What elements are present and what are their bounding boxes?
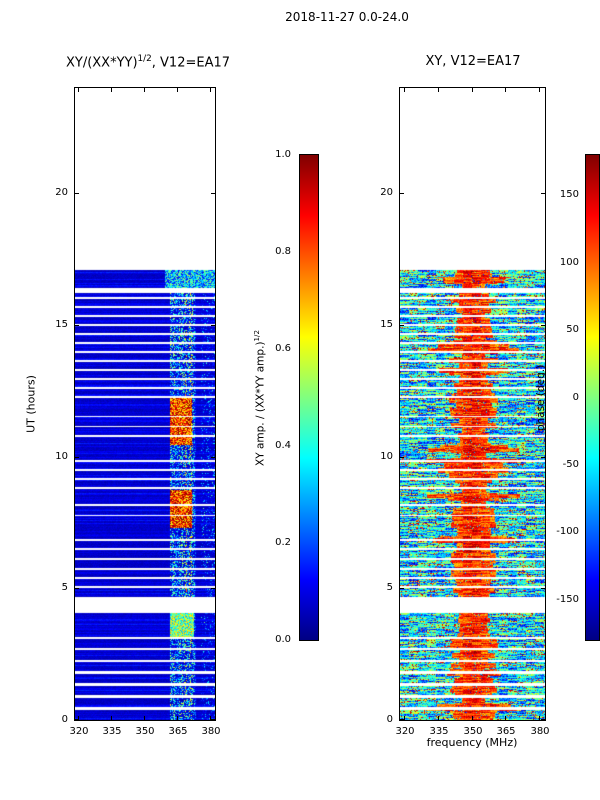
- tick-mark: [541, 325, 545, 326]
- x-tick-label: 320: [395, 726, 415, 737]
- tick-mark: [144, 88, 145, 92]
- y-tick-label: 0: [386, 714, 393, 725]
- colorbar-tick-label: 1.0: [275, 149, 291, 160]
- colorbar-tick-label: 0.4: [275, 440, 291, 451]
- tick-mark: [177, 716, 178, 720]
- colorbar-tick-label: 0.6: [275, 343, 291, 354]
- tick-mark: [144, 716, 145, 720]
- colorbar-tick-label: 0.2: [275, 537, 291, 548]
- tick-mark: [539, 88, 540, 92]
- right-heatmap-panel: [399, 87, 546, 721]
- colorbar-tick-label: -50: [562, 458, 579, 470]
- tick-mark: [78, 716, 79, 720]
- tick-mark: [505, 88, 506, 92]
- tick-mark: [400, 457, 404, 458]
- ut-axis-label: UT (hours): [24, 375, 38, 433]
- tick-mark: [211, 193, 215, 194]
- tick-mark: [541, 719, 545, 720]
- x-tick-label: 335: [102, 726, 122, 737]
- y-tick-label: 20: [380, 187, 393, 198]
- left-colorbar: [299, 154, 319, 641]
- right-colorbar: [585, 154, 600, 641]
- x-tick-label: 350: [135, 726, 155, 737]
- tick-mark: [472, 88, 473, 92]
- tick-mark: [438, 716, 439, 720]
- tick-mark: [400, 325, 404, 326]
- tick-mark: [400, 193, 404, 194]
- colorbar-tick-label: 100: [559, 256, 579, 268]
- tick-mark: [211, 457, 215, 458]
- y-tick-label: 15: [380, 319, 393, 330]
- left-panel-title-prefix: XY/(XX*YY): [65, 55, 138, 71]
- tick-mark: [541, 193, 545, 194]
- tick-mark: [438, 88, 439, 92]
- y-tick-label: 0: [61, 714, 68, 725]
- frequency-axis-label: frequency (MHz): [426, 736, 518, 749]
- tick-mark: [75, 325, 79, 326]
- x-tick-label: 350: [463, 726, 483, 737]
- x-tick-label: 380: [201, 726, 221, 737]
- tick-mark: [210, 88, 211, 92]
- left-heatmap-canvas: [75, 88, 215, 720]
- tick-mark: [177, 88, 178, 92]
- y-tick-label: 5: [61, 582, 68, 593]
- colorbar-tick-label: 0: [572, 391, 579, 403]
- tick-mark: [75, 588, 79, 589]
- x-tick-label: 320: [69, 726, 89, 737]
- y-tick-label: 15: [55, 319, 68, 330]
- tick-mark: [211, 719, 215, 720]
- right-panel-title: XY, V12=EA17: [425, 54, 521, 69]
- colorbar-tick-label: 150: [559, 189, 579, 201]
- tick-mark: [541, 457, 545, 458]
- left-heatmap-panel: [74, 87, 216, 721]
- tick-mark: [75, 457, 79, 458]
- tick-mark: [75, 193, 79, 194]
- x-tick-label: 335: [429, 726, 449, 737]
- x-tick-label: 365: [496, 726, 516, 737]
- colorbar-tick-label: 0.8: [275, 246, 291, 257]
- tick-mark: [541, 588, 545, 589]
- colorbar-tick-label: -150: [556, 593, 579, 605]
- tick-mark: [75, 719, 79, 720]
- left-panel-title: XY/(XX*YY)1/2, V12=EA17: [66, 54, 230, 70]
- left-panel-title-sup: 1/2: [137, 54, 152, 64]
- x-tick-label: 380: [530, 726, 550, 737]
- tick-mark: [211, 325, 215, 326]
- y-tick-label: 20: [55, 187, 68, 198]
- colorbar-tick-label: -100: [556, 526, 579, 538]
- tick-mark: [400, 719, 404, 720]
- tick-mark: [505, 716, 506, 720]
- left-panel-title-suffix: , V12=EA17: [151, 55, 231, 71]
- colorbar-tick-label: 50: [566, 324, 579, 336]
- left-colorbar-label-sup: 1/2: [251, 330, 261, 342]
- tick-mark: [539, 716, 540, 720]
- figure-suptitle: 2018-11-27 0.0-24.0: [285, 10, 409, 24]
- right-heatmap-canvas: [400, 88, 545, 720]
- colorbar-tick-label: 0.0: [275, 634, 291, 645]
- tick-mark: [211, 588, 215, 589]
- tick-mark: [210, 716, 211, 720]
- tick-mark: [400, 588, 404, 589]
- tick-mark: [78, 88, 79, 92]
- y-tick-label: 10: [55, 451, 68, 462]
- tick-mark: [111, 716, 112, 720]
- tick-mark: [404, 88, 405, 92]
- y-tick-label: 10: [380, 451, 393, 462]
- tick-mark: [111, 88, 112, 92]
- y-tick-label: 5: [386, 582, 393, 593]
- tick-mark: [404, 716, 405, 720]
- tick-mark: [472, 716, 473, 720]
- x-tick-label: 365: [168, 726, 188, 737]
